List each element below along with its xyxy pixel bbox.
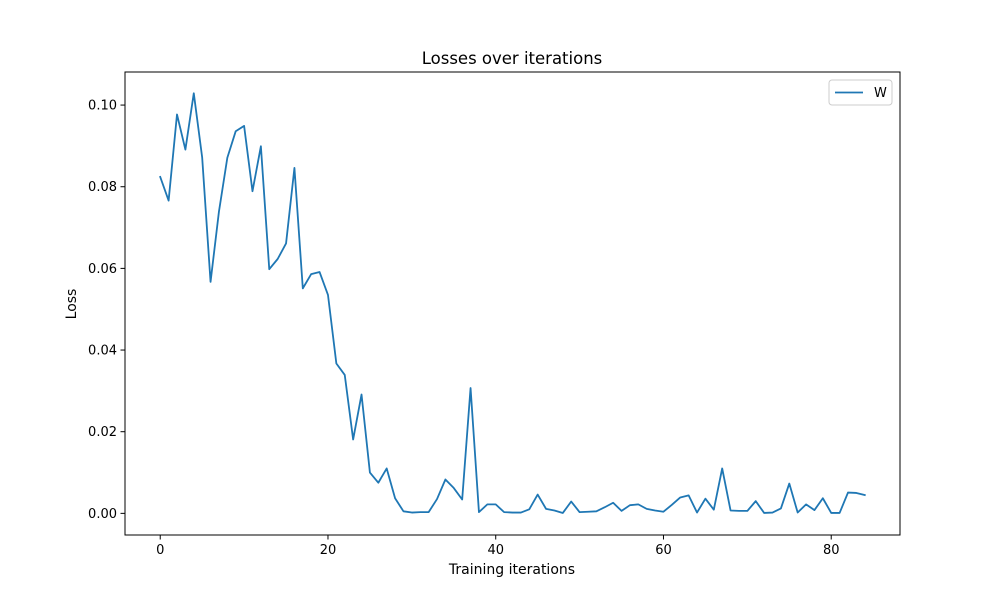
- y-tick-label: 0.06: [88, 262, 117, 277]
- x-tick-label: 80: [823, 543, 840, 558]
- y-axis-label: Loss: [64, 289, 80, 320]
- axes-frame: [124, 71, 901, 536]
- y-tick-label: 0.02: [88, 425, 117, 440]
- x-tick-label: 60: [655, 543, 672, 558]
- x-tick-label: 0: [156, 543, 164, 558]
- legend: W: [828, 79, 893, 106]
- plot-area: 0 20 40 60 80 0.00 0.02 0.04 0.06 0.08 0.10: [88, 71, 901, 558]
- chart-title: Losses over iterations: [422, 49, 603, 68]
- x-tick-label: 40: [487, 543, 504, 558]
- x-axis-label: Training iterations: [448, 562, 575, 578]
- y-tick-label: 0.08: [88, 180, 117, 195]
- y-tick-label: 0.04: [88, 344, 117, 359]
- y-tick-label: 0.00: [88, 507, 117, 522]
- legend-label: W: [874, 86, 887, 101]
- y-tick-label: 0.10: [88, 99, 117, 114]
- series-line-W: [159, 92, 866, 514]
- x-tick-label: 20: [320, 543, 337, 558]
